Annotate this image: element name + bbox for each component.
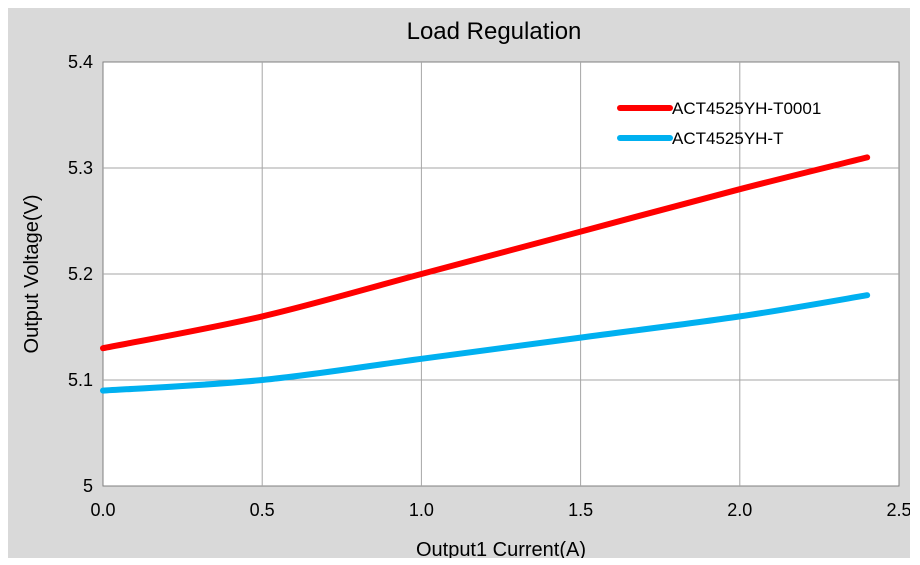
- load-regulation-chart: Load Regulation 0.0 0.5 1.0 1.5 2.0 2.5 5 5.1 5.…: [21, 18, 910, 558]
- x-axis-label: Output1 Current(A): [416, 539, 586, 558]
- legend: ACT4525YH-T0001 ACT4525YH-T: [617, 99, 821, 148]
- x-tick-label: 1.5: [568, 500, 593, 520]
- y-tick-label: 5.2: [68, 264, 93, 284]
- y-tick-label: 5.1: [68, 370, 93, 390]
- x-tick-label: 2.0: [727, 500, 752, 520]
- x-tick-label: 1.0: [409, 500, 434, 520]
- x-tick-label: 0.5: [250, 500, 275, 520]
- series-lines: [100, 154, 871, 394]
- chart-frame: Load Regulation 0.0 0.5 1.0 1.5 2.0 2.5 5 5.1 5.…: [8, 8, 910, 558]
- x-tick-label: 2.5: [886, 500, 910, 520]
- y-axis-label: Output Voltage(V): [21, 195, 43, 354]
- series-line-1: [100, 292, 871, 394]
- y-tick-label: 5.4: [68, 52, 93, 72]
- tick-labels: 0.0 0.5 1.0 1.5 2.0 2.5 5 5.1 5.2 5.3 5.4: [68, 52, 910, 520]
- series-line-0: [100, 154, 871, 352]
- legend-label-1: ACT4525YH-T: [672, 129, 783, 148]
- y-tick-label: 5: [83, 476, 93, 496]
- x-tick-label: 0.0: [90, 500, 115, 520]
- legend-label-0: ACT4525YH-T0001: [672, 99, 821, 118]
- y-tick-label: 5.3: [68, 158, 93, 178]
- chart-title: Load Regulation: [407, 18, 582, 45]
